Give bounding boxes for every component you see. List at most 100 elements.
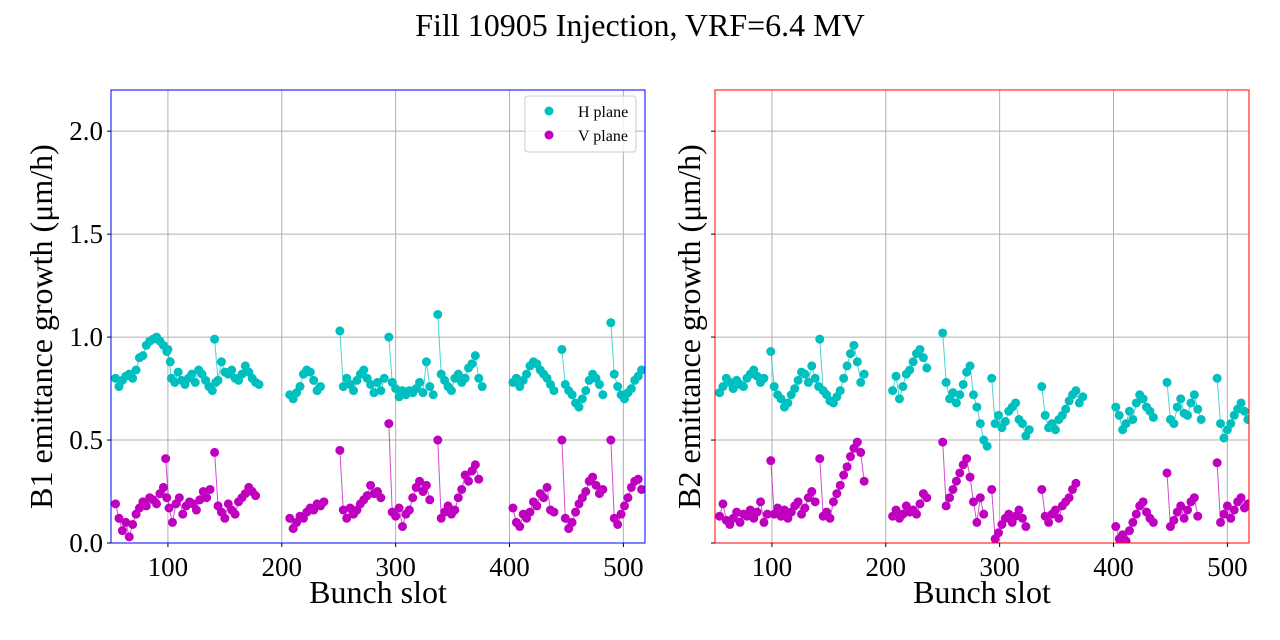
data-point-v-plane [114,513,124,523]
data-point-v-plane [606,435,616,445]
data-point-h-plane [335,326,345,336]
data-point-v-plane [616,509,626,519]
data-point-h-plane [453,369,463,379]
ticks-b1: 100 200 300 400 500 0.0 0.5 1.0 1.5 2.0 [69,116,643,582]
data-point-h-plane [1183,410,1193,420]
data-point-v-plane [852,437,862,447]
data-point-h-plane [769,382,779,392]
data-point-h-plane [237,369,247,379]
data-point-h-plane [1128,414,1138,424]
x-axis-label-b1: Bunch slot [309,574,447,610]
data-point-h-plane [1172,402,1182,412]
data-point-h-plane [369,388,379,398]
data-point-h-plane [549,386,559,396]
data-point-v-plane [532,501,542,511]
data-point-h-plane [918,353,928,363]
data-point-h-plane [567,390,577,400]
data-point-h-plane [790,384,800,394]
data-point-h-plane [581,386,591,396]
data-point-h-plane [637,365,645,375]
data-point-v-plane [220,513,230,523]
y-tick-label: 1.0 [69,322,103,352]
data-point-h-plane [1040,410,1050,420]
data-point-v-plane [1176,501,1186,511]
data-point-v-plane [1148,517,1158,527]
data-point-v-plane [1014,505,1024,515]
data-point-h-plane [898,382,908,392]
data-point-v-plane [415,476,425,486]
data-point-h-plane [577,394,587,404]
data-point-v-plane [773,503,783,513]
data-point-v-plane [637,484,645,494]
data-point-h-plane [718,382,728,392]
data-point-v-plane [1004,509,1014,519]
data-point-h-plane [207,386,217,396]
data-point-v-plane [762,509,772,519]
data-point-h-plane [138,351,148,361]
data-point-v-plane [945,493,955,503]
data-point-v-plane [174,493,184,503]
data-point-v-plane [912,509,922,519]
data-point-h-plane [1148,412,1158,422]
data-point-h-plane [460,373,470,383]
data-point-h-plane [213,375,223,385]
data-point-h-plane [446,386,456,396]
data-point-v-plane [1121,536,1131,543]
data-point-v-plane [1193,511,1203,521]
data-point-h-plane [803,377,813,387]
data-point-h-plane [1162,377,1172,387]
data-point-h-plane [975,419,985,429]
data-point-h-plane [1138,394,1148,404]
data-point-v-plane [251,491,261,501]
data-point-v-plane [732,507,742,517]
legend-marker-h-plane [544,106,554,116]
data-point-h-plane [835,386,845,396]
data-point-h-plane [894,394,904,404]
data-point-h-plane [1037,382,1047,392]
data-point-h-plane [1011,398,1021,408]
data-point-v-plane [623,493,633,503]
data-point-v-plane [745,505,755,515]
data-point-v-plane [828,497,838,507]
figure-title: Fill 10905 Injection, VRF=6.4 MV [415,7,864,43]
data-point-h-plane [951,398,961,408]
data-point-h-plane [965,361,975,371]
data-point-h-plane [131,365,141,375]
data-point-h-plane [433,309,443,319]
frame-b2 [714,89,1250,544]
data-point-v-plane [1128,517,1138,527]
data-point-v-plane [210,447,220,457]
data-point-v-plane [968,497,978,507]
data-point-h-plane [994,410,1004,420]
data-point-v-plane [800,503,810,513]
data-point-h-plane [190,377,200,387]
data-point-h-plane [1061,404,1071,414]
data-point-v-plane [1189,493,1199,503]
data-point-v-plane [1138,497,1148,507]
data-point-v-plane [1222,501,1232,511]
data-point-v-plane [1216,517,1226,527]
data-point-v-plane [542,482,552,492]
data-b1 [111,309,645,542]
x-tick-label: 100 [148,552,189,582]
data-point-v-plane [571,507,581,517]
data-point-v-plane [195,495,205,505]
data-point-h-plane [1017,419,1027,429]
data-point-h-plane [379,373,389,383]
data-point-v-plane [394,503,404,513]
data-point-v-plane [384,419,394,429]
data-point-v-plane [425,495,435,505]
data-b2 [715,328,1249,543]
data-point-v-plane [474,474,484,484]
data-point-v-plane [807,487,817,497]
data-point-h-plane [905,365,915,375]
x-tick-label: 200 [866,552,907,582]
data-point-v-plane [121,517,131,527]
data-point-h-plane [338,382,348,392]
data-point-v-plane [766,456,776,466]
data-point-h-plane [626,384,636,394]
data-point-h-plane [759,373,769,383]
data-point-v-plane [1219,509,1229,519]
data-point-v-plane [1044,517,1054,527]
